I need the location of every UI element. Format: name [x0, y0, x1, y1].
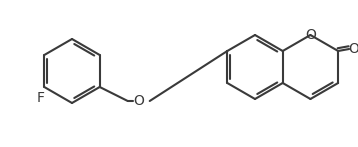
Text: O: O — [349, 42, 358, 56]
Text: F: F — [36, 91, 44, 105]
Text: O: O — [305, 28, 316, 42]
Text: O: O — [133, 94, 144, 108]
